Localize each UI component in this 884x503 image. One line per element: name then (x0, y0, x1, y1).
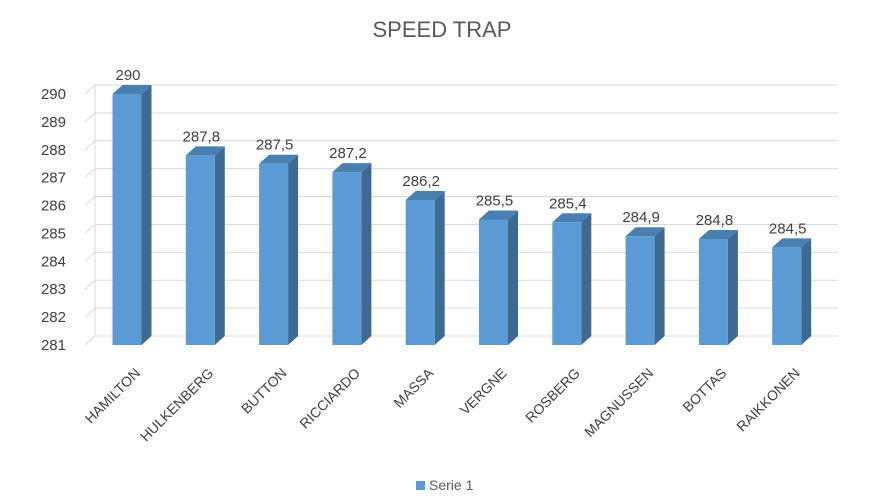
bar-front (552, 222, 582, 345)
category-label: BOTTAS (679, 365, 729, 415)
data-label: 287,8 (183, 128, 221, 145)
bar-side (508, 210, 518, 345)
y-tick-label: 284 (41, 253, 66, 270)
bar-bottas (698, 230, 738, 345)
bar-side (801, 238, 812, 345)
y-tick-label: 285 (41, 225, 66, 242)
legend: Serie 1 (416, 477, 474, 493)
bar-front (332, 172, 362, 345)
bar-front (185, 155, 215, 345)
bar-side (288, 154, 299, 345)
bar-front (112, 94, 142, 345)
category-label: RICCIARDO (296, 365, 363, 432)
bar-side (214, 146, 225, 345)
legend-label-serie-1: Serie 1 (429, 477, 474, 493)
category-label: BUTTON (238, 365, 290, 417)
floor-edge (84, 335, 96, 346)
category-label: HAMILTON (82, 365, 144, 427)
bar-side (141, 85, 152, 345)
bar-front (698, 239, 728, 345)
y-tick-label: 290 (41, 86, 66, 103)
bar-ricciardo (332, 163, 372, 345)
bar-front (772, 247, 802, 345)
chart-title: SPEED TRAP (373, 17, 512, 42)
y-tick-label: 282 (41, 309, 66, 326)
bar-side (581, 213, 592, 345)
bar-side (434, 190, 445, 345)
bar-magnussen (625, 227, 665, 345)
category-label: MAGNUSSEN (581, 365, 656, 440)
bar-top (185, 146, 225, 156)
data-label: 285,4 (549, 195, 587, 212)
y-tick-label: 283 (41, 281, 66, 298)
data-label: 284,9 (622, 209, 660, 226)
bar-top (772, 238, 812, 248)
y-tick-label: 289 (41, 114, 66, 131)
bar-button (259, 154, 299, 345)
bar-top (552, 213, 592, 223)
bar-hamilton (112, 85, 152, 345)
legend-swatch-serie-1 (416, 481, 425, 490)
data-label: 286,2 (402, 173, 440, 190)
bar-massa (405, 190, 445, 345)
category-label: MASSA (390, 364, 436, 410)
data-label: 284,5 (769, 220, 807, 237)
gridline (84, 84, 838, 95)
bar-front (405, 199, 435, 345)
bar-top (112, 85, 152, 94)
data-label: 287,5 (256, 137, 294, 154)
bar-vergne (479, 210, 518, 345)
category-label: VERGNE (456, 365, 509, 418)
bar-side (727, 230, 738, 345)
bar-raikkonen (772, 238, 812, 345)
bar-front (625, 236, 655, 345)
gridline (84, 112, 838, 123)
y-tick-label: 286 (41, 198, 66, 215)
data-label: 285,5 (476, 193, 514, 210)
bar-top (698, 230, 738, 240)
data-label: 284,8 (696, 212, 734, 229)
bar-top (259, 154, 299, 164)
bar-front (259, 163, 289, 345)
bar-hulkenberg (185, 146, 225, 345)
category-label: ROSBERG (522, 365, 583, 426)
category-label: HULKENBERG (137, 365, 217, 445)
data-label: 287,2 (329, 145, 367, 162)
bar-top (479, 210, 518, 220)
bars (112, 85, 812, 345)
y-tick-label: 281 (41, 337, 66, 354)
bar-top (332, 163, 372, 173)
gridlines (84, 84, 838, 346)
y-tick-label: 287 (41, 170, 66, 187)
bar-rosberg (552, 213, 592, 345)
data-label: 290 (115, 67, 140, 84)
y-tick-label: 288 (41, 142, 66, 159)
data-labels: 290 287,8 287,5 287,2 286,2 285,5 285,4 284,9 28… (115, 67, 806, 237)
bar-side (654, 227, 665, 345)
y-axis-ticks: 281 282 283 284 285 286 287 288 289 290 (41, 86, 66, 354)
bar-front (479, 219, 508, 345)
category-label: RAIKKONEN (733, 365, 803, 435)
bar-side (361, 163, 372, 345)
bar-top (625, 227, 665, 237)
bar-top (405, 190, 445, 200)
